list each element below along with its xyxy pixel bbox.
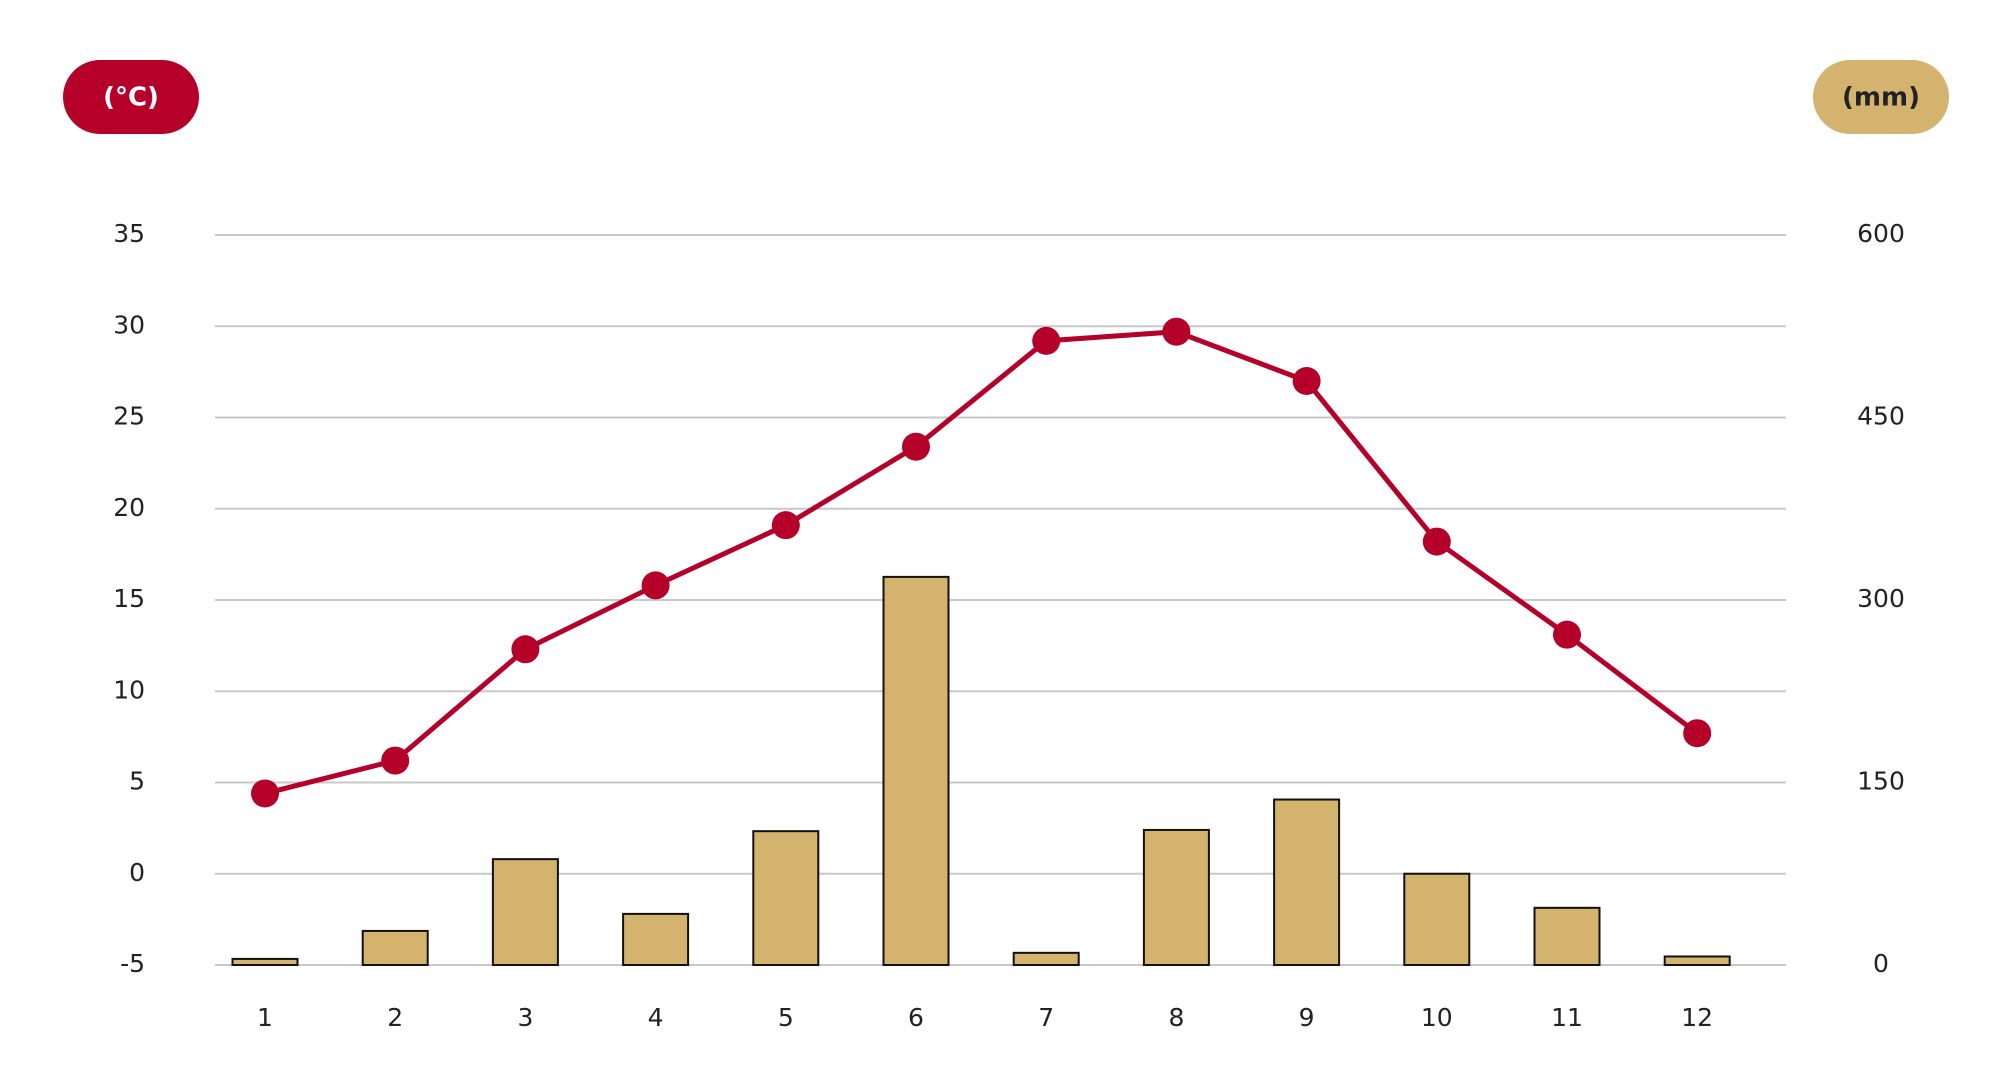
- x-tick-label: 3: [517, 1003, 533, 1032]
- point: [511, 635, 540, 664]
- y-tick-label: 0: [129, 858, 145, 887]
- point: [381, 746, 410, 775]
- bar: [231, 957, 299, 967]
- point: [902, 432, 930, 461]
- x-tick-label: 9: [1299, 1003, 1315, 1032]
- point: [1553, 620, 1581, 649]
- y-tick-label: 15: [113, 584, 145, 613]
- y2-tick-label: 0: [1873, 949, 1889, 978]
- point: [1292, 367, 1321, 395]
- y-tick-label: 25: [113, 402, 145, 431]
- bar: [622, 912, 690, 967]
- point: [641, 571, 670, 600]
- bar: [752, 830, 820, 967]
- bar: [1142, 828, 1210, 967]
- bar: [1012, 951, 1080, 966]
- point: [1422, 527, 1451, 556]
- y2-tick-label: 450: [1857, 402, 1905, 431]
- y-tick-label: 5: [129, 767, 145, 796]
- y2-tick-label: 300: [1857, 584, 1905, 613]
- bar: [882, 575, 950, 967]
- bar: [491, 858, 559, 967]
- y2-axis-label: (mm): [1842, 83, 1920, 113]
- bar: [1663, 955, 1731, 967]
- x-tick-label: 2: [387, 1003, 403, 1032]
- point: [1032, 326, 1061, 355]
- y-tick-label: 10: [113, 675, 145, 704]
- x-tick-label: 8: [1168, 1003, 1184, 1032]
- y-tick-label: 20: [113, 493, 145, 522]
- x-tick-label: 7: [1038, 1003, 1054, 1032]
- point: [1683, 719, 1712, 748]
- point: [251, 779, 279, 808]
- y2-tick-label: 150: [1857, 767, 1905, 796]
- y2-tick-label: 600: [1857, 219, 1905, 248]
- y-tick-label: -5: [120, 949, 145, 978]
- x-tick-label: 1: [257, 1003, 273, 1032]
- y-axis-label: (°C): [103, 83, 159, 113]
- y-axis-badge: [63, 60, 199, 134]
- point: [1162, 317, 1191, 346]
- x-tick-label: 12: [1681, 1003, 1713, 1032]
- x-tick-label: 6: [908, 1003, 924, 1032]
- line: [264, 329, 1699, 796]
- y2-axis-badge: [1813, 60, 1949, 134]
- x-tick-label: 4: [648, 1003, 664, 1032]
- x-tick-label: 10: [1421, 1003, 1453, 1032]
- bar: [1533, 906, 1601, 966]
- x-tick-label: 11: [1551, 1003, 1583, 1032]
- y-tick-label: 35: [113, 219, 145, 248]
- y-tick-label: 30: [113, 310, 145, 339]
- x-tick-label: 5: [778, 1003, 794, 1032]
- bar: [361, 929, 429, 967]
- bar: [1273, 798, 1341, 966]
- point: [771, 511, 800, 540]
- bar: [1403, 872, 1471, 966]
